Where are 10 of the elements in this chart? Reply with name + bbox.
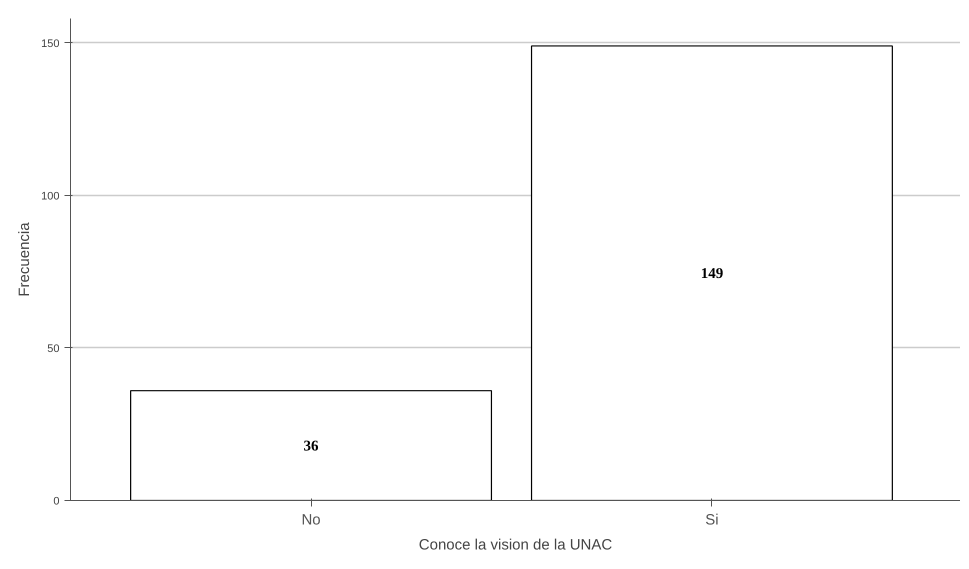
y-tick-label: 150 [41, 38, 60, 50]
y-tick-label: 50 [47, 342, 60, 355]
data-label: 36 [304, 438, 320, 455]
x-tick-label: No [301, 512, 321, 528]
x-axis-title: Conoce la vision de la UNAC [418, 536, 612, 554]
y-tick-label: 100 [41, 190, 60, 202]
y-axis-title: Frecuencia [16, 222, 34, 297]
x-tick-label: Si [705, 512, 719, 528]
y-tick-label: 0 [53, 496, 60, 508]
data-label: 149 [700, 266, 724, 282]
